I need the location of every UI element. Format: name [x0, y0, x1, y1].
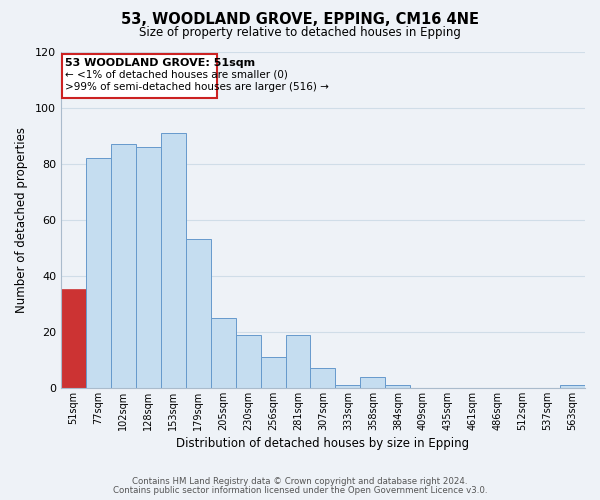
Y-axis label: Number of detached properties: Number of detached properties [15, 126, 28, 312]
Bar [286, 334, 310, 388]
Bar [335, 385, 361, 388]
Text: Size of property relative to detached houses in Epping: Size of property relative to detached ho… [139, 26, 461, 39]
Bar [310, 368, 335, 388]
Bar [136, 147, 161, 388]
Text: ← <1% of detached houses are smaller (0): ← <1% of detached houses are smaller (0) [65, 70, 288, 80]
Text: >99% of semi-detached houses are larger (516) →: >99% of semi-detached houses are larger … [65, 82, 329, 92]
Bar [111, 144, 136, 388]
Bar [236, 334, 260, 388]
X-axis label: Distribution of detached houses by size in Epping: Distribution of detached houses by size … [176, 437, 470, 450]
Bar [385, 385, 410, 388]
Bar [186, 240, 211, 388]
Bar [211, 318, 236, 388]
Text: 53 WOODLAND GROVE: 51sqm: 53 WOODLAND GROVE: 51sqm [65, 58, 255, 68]
Bar [161, 133, 186, 388]
Text: Contains public sector information licensed under the Open Government Licence v3: Contains public sector information licen… [113, 486, 487, 495]
Bar [361, 376, 385, 388]
Bar [260, 357, 286, 388]
FancyBboxPatch shape [62, 54, 217, 98]
Text: 53, WOODLAND GROVE, EPPING, CM16 4NE: 53, WOODLAND GROVE, EPPING, CM16 4NE [121, 12, 479, 28]
Bar [560, 385, 585, 388]
Text: Contains HM Land Registry data © Crown copyright and database right 2024.: Contains HM Land Registry data © Crown c… [132, 477, 468, 486]
Bar [86, 158, 111, 388]
Bar [61, 290, 86, 388]
